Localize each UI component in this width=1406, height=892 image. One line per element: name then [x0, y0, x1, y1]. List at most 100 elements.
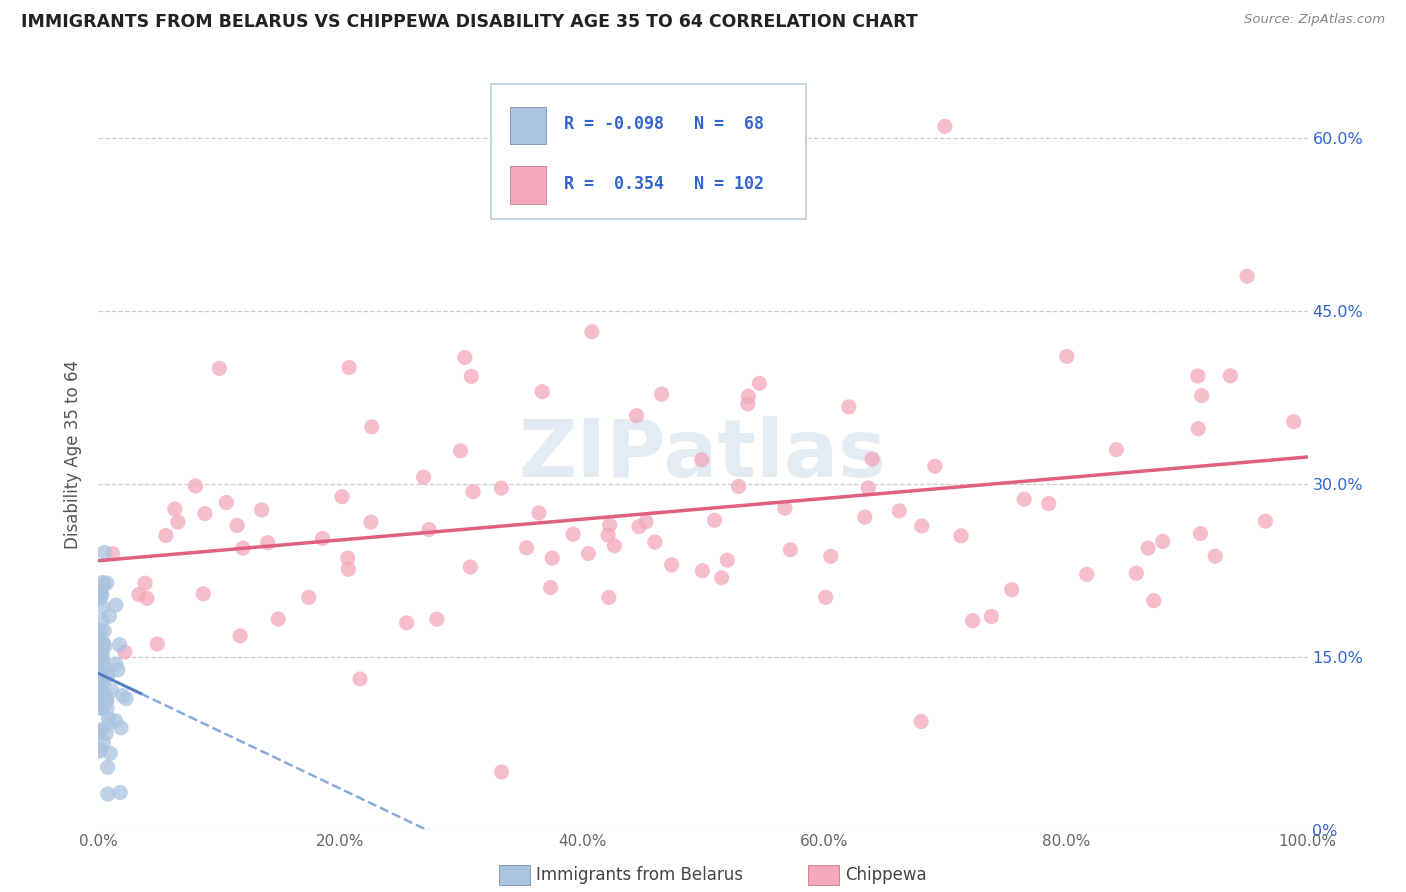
Point	[93, 687, 115, 701]
Point	[690, 452, 713, 467]
Point	[93, 577, 115, 591]
Point	[1254, 514, 1277, 528]
Point	[226, 518, 249, 533]
Point	[531, 384, 554, 399]
Point	[90, 742, 112, 756]
Point	[1187, 422, 1209, 436]
Point	[412, 470, 434, 484]
Point	[89, 726, 111, 740]
Point	[90, 624, 112, 638]
Point	[97, 712, 120, 726]
Point	[87, 631, 110, 645]
Point	[98, 747, 121, 761]
Point	[90, 677, 112, 691]
Point	[96, 694, 118, 708]
Point	[1152, 534, 1174, 549]
Point	[1191, 389, 1213, 403]
Point	[90, 667, 112, 681]
Point	[97, 787, 120, 801]
Point	[395, 615, 418, 630]
Point	[1143, 593, 1166, 607]
Point	[460, 369, 482, 384]
Point	[229, 629, 252, 643]
Point	[298, 591, 321, 605]
Point	[89, 636, 111, 650]
Point	[1189, 526, 1212, 541]
Point	[114, 645, 136, 659]
Point	[860, 452, 883, 467]
Point	[215, 495, 238, 509]
Point	[146, 637, 169, 651]
Point	[820, 549, 842, 564]
Point	[91, 575, 114, 590]
Point	[194, 507, 217, 521]
Bar	[509, 167, 546, 204]
Point	[599, 518, 621, 533]
Point	[651, 387, 673, 401]
Text: Immigrants from Belarus: Immigrants from Belarus	[536, 866, 742, 884]
Point	[727, 479, 749, 493]
Point	[576, 547, 599, 561]
Point	[541, 551, 564, 566]
Point	[562, 527, 585, 541]
Point	[93, 673, 115, 688]
Point	[208, 361, 231, 376]
Point	[163, 502, 186, 516]
Point	[91, 696, 114, 710]
Point	[87, 678, 110, 692]
Point	[779, 542, 801, 557]
Point	[1219, 368, 1241, 383]
Point	[93, 736, 115, 750]
Point	[858, 481, 880, 495]
Point	[90, 653, 112, 667]
Point	[91, 614, 114, 628]
Point	[737, 389, 759, 403]
Point	[232, 541, 254, 555]
Text: R =  0.354   N = 102: R = 0.354 N = 102	[564, 175, 763, 193]
Point	[87, 724, 110, 739]
Point	[337, 562, 360, 576]
Point	[661, 558, 683, 572]
Point	[89, 587, 111, 601]
Point	[603, 539, 626, 553]
Point	[540, 581, 562, 595]
Point	[96, 576, 118, 591]
Point	[91, 701, 114, 715]
Point	[87, 640, 110, 655]
Point	[91, 600, 114, 615]
Point	[94, 687, 117, 701]
Point	[337, 360, 360, 375]
Point	[91, 647, 114, 661]
Point	[626, 409, 648, 423]
Point	[267, 612, 290, 626]
Point	[598, 528, 620, 542]
Point	[128, 588, 150, 602]
Point	[104, 657, 127, 671]
Point	[91, 636, 114, 650]
Point	[716, 553, 738, 567]
Point	[980, 609, 1002, 624]
Point	[193, 587, 215, 601]
Point	[110, 721, 132, 735]
Point	[90, 701, 112, 715]
Point	[93, 697, 115, 711]
Point	[1012, 492, 1035, 507]
Point	[93, 545, 115, 559]
Point	[491, 764, 513, 779]
Point	[166, 515, 188, 529]
Point	[96, 666, 118, 681]
Point	[87, 744, 110, 758]
Point	[90, 723, 112, 737]
Point	[91, 694, 114, 708]
Point	[94, 693, 117, 707]
Point	[1076, 567, 1098, 582]
Point	[89, 585, 111, 599]
Point	[184, 479, 207, 493]
Point	[1204, 549, 1226, 564]
Point	[644, 535, 666, 549]
Point	[96, 726, 118, 740]
Point	[104, 598, 127, 612]
Bar	[509, 106, 546, 144]
Point	[1001, 582, 1024, 597]
Point	[311, 532, 333, 546]
